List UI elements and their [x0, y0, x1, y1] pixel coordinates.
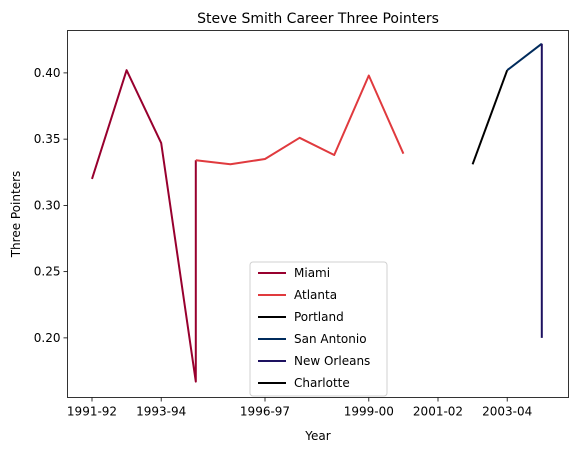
x-tick-label: 1996-97 [240, 405, 290, 419]
x-tick-label: 1993-94 [136, 405, 186, 419]
legend-label-charlotte: Charlotte [294, 376, 350, 390]
y-tick-label: 0.20 [34, 331, 61, 345]
series-line-san-antonio [506, 42, 543, 71]
y-axis: 0.20 0.25 0.30 0.35 0.40 [34, 66, 68, 345]
series-line-atlanta [195, 74, 405, 166]
legend-label-san-antonio: San Antonio [294, 332, 367, 346]
x-tick-label: 2003-04 [482, 405, 532, 419]
x-tick-label: 1999-00 [344, 405, 394, 419]
legend-label-portland: Portland [294, 310, 344, 324]
chart-title: Steve Smith Career Three Pointers [197, 11, 439, 27]
y-tick-label: 0.30 [34, 198, 61, 212]
legend-label-miami: Miami [294, 266, 330, 280]
legend-label-atlanta: Atlanta [294, 288, 337, 302]
legend: Miami Atlanta Portland San Antonio New Orlea… [249, 261, 388, 397]
series-line-portland [471, 69, 509, 165]
y-tick-label: 0.35 [34, 132, 61, 146]
x-tick-label: 1991-92 [67, 405, 117, 419]
y-axis-label: Three Pointers [9, 171, 23, 259]
x-tick-label: 2001-02 [413, 405, 463, 419]
plot-lines [91, 42, 543, 383]
y-tick-label: 0.40 [34, 66, 61, 80]
series-line-miami [91, 69, 197, 383]
y-tick-label: 0.25 [34, 265, 61, 279]
x-axis: 1991-92 1993-94 1996-97 1999-00 2001-02 2003-… [67, 397, 532, 419]
x-axis-label: Year [304, 429, 330, 443]
legend-label-new-orleans: New Orleans [294, 354, 370, 368]
plot-frame [67, 30, 569, 398]
